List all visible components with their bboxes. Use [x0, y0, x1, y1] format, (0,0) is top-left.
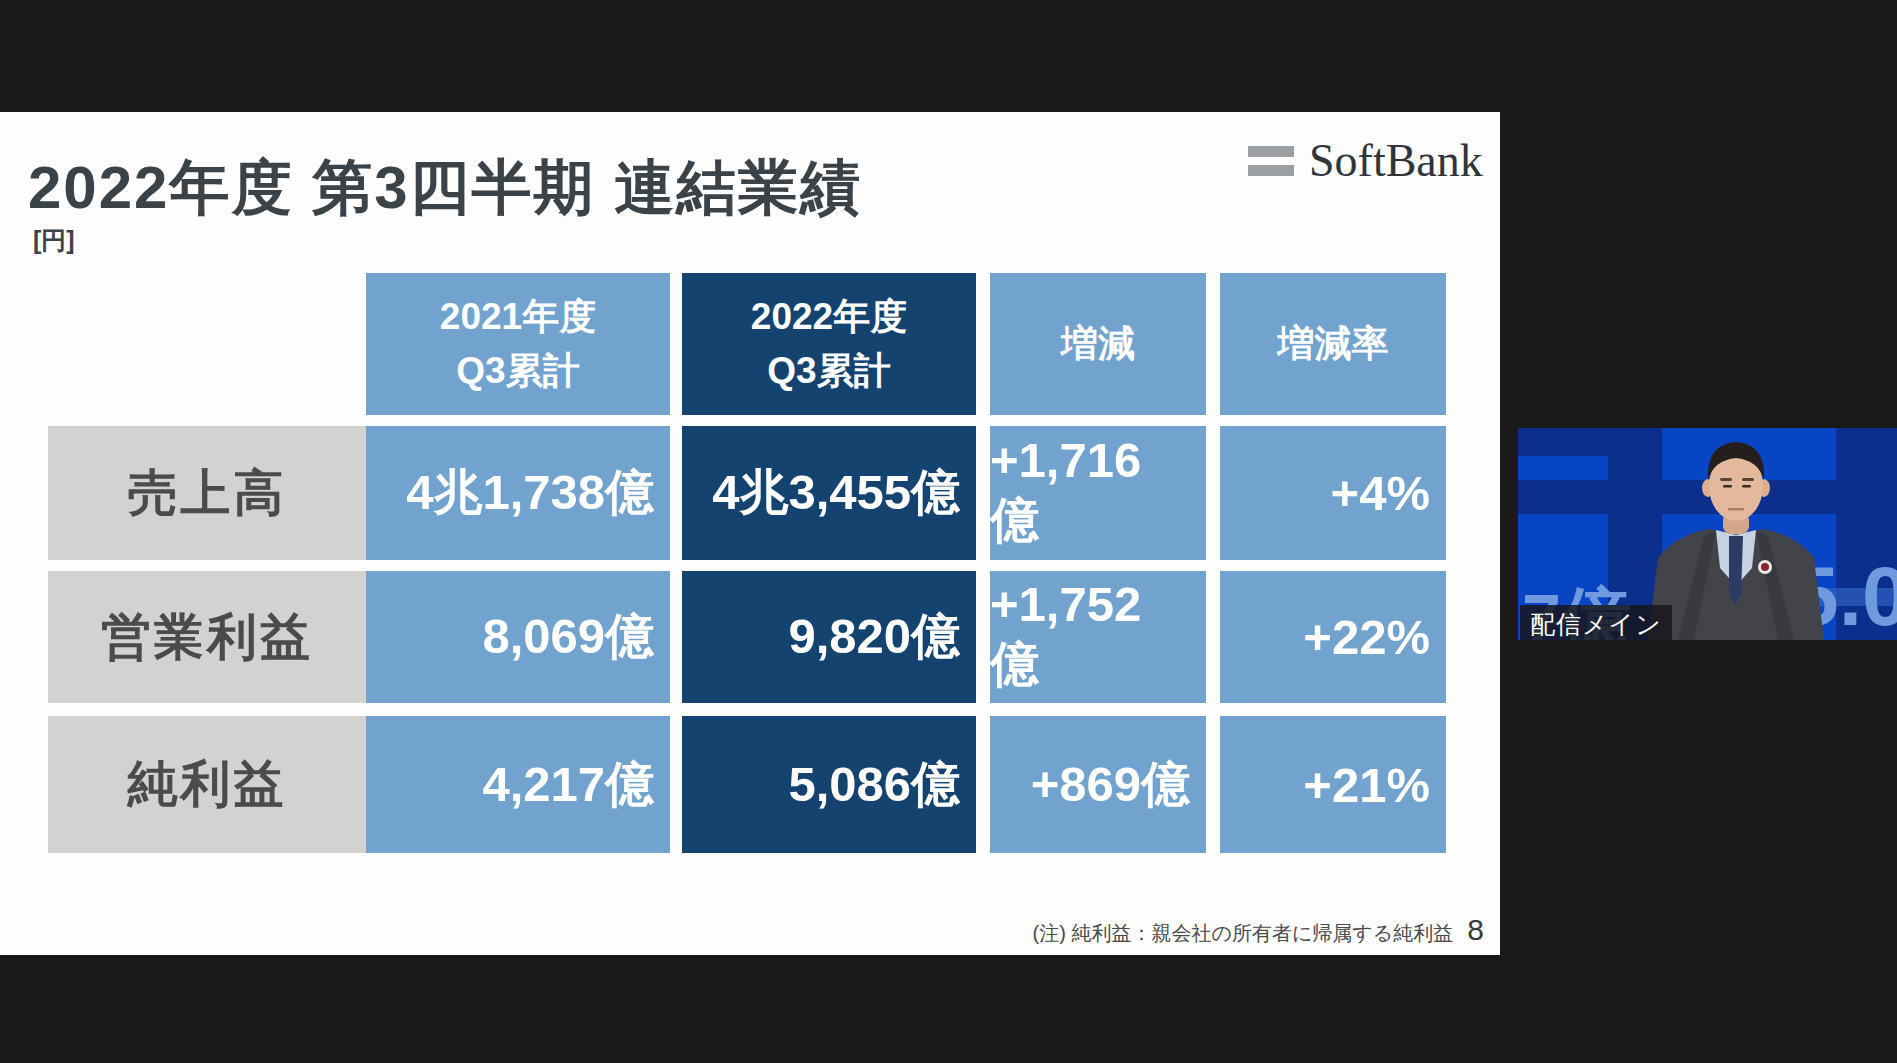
table-header-fy2022: 2022年度 Q3累計 — [682, 273, 976, 415]
slide-footer: (注) 純利益：親会社の所有者に帰属する純利益 8 — [1033, 913, 1484, 947]
softbank-logo: SoftBank — [1248, 134, 1483, 187]
revenue-fy2022: 4兆3,455億 — [682, 426, 976, 560]
currency-unit-label: [円] — [33, 224, 75, 257]
stream-source-label: 配信メイン — [1520, 605, 1672, 640]
presentation-slide: 2022年度 第3四半期 連結業績 [円] SoftBank 2021年度 Q3… — [0, 112, 1500, 955]
net-income-change-rate: +21% — [1220, 716, 1446, 853]
table-header-fy2021: 2021年度 Q3累計 — [366, 273, 670, 415]
operating-income-fy2022: 9,820億 — [682, 571, 976, 703]
revenue-fy2021: 4兆1,738億 — [366, 426, 670, 560]
softbank-logo-icon — [1248, 146, 1294, 176]
footnote: (注) 純利益：親会社の所有者に帰属する純利益 — [1033, 920, 1454, 947]
financial-results-table: 2021年度 Q3累計 2022年度 Q3累計 増減 増減率 売上高 4兆1,7… — [48, 273, 1446, 853]
table-header-change: 増減 — [990, 273, 1206, 415]
revenue-change-rate: +4% — [1220, 426, 1446, 560]
revenue-change: +1,716億 — [990, 426, 1206, 560]
operating-income-change-rate: +22% — [1220, 571, 1446, 703]
presenter-video-thumbnail[interactable]: 7億 5.0 — [1518, 428, 1897, 640]
net-income-change: +869億 — [990, 716, 1206, 853]
stream-stage: 2022年度 第3四半期 連結業績 [円] SoftBank 2021年度 Q3… — [0, 0, 1897, 1063]
operating-income-fy2021: 8,069億 — [366, 571, 670, 703]
slide-title: 2022年度 第3四半期 連結業績 — [28, 148, 862, 229]
net-income-fy2022: 5,086億 — [682, 716, 976, 853]
table-header-change-rate: 増減率 — [1220, 273, 1446, 415]
net-income-fy2021: 4,217億 — [366, 716, 670, 853]
row-label-revenue: 売上高 — [48, 426, 366, 560]
page-number: 8 — [1467, 913, 1484, 947]
operating-income-change: +1,752億 — [990, 571, 1206, 703]
row-label-operating-income: 営業利益 — [48, 571, 366, 703]
row-label-net-income: 純利益 — [48, 716, 366, 853]
softbank-logo-text: SoftBank — [1309, 134, 1483, 187]
